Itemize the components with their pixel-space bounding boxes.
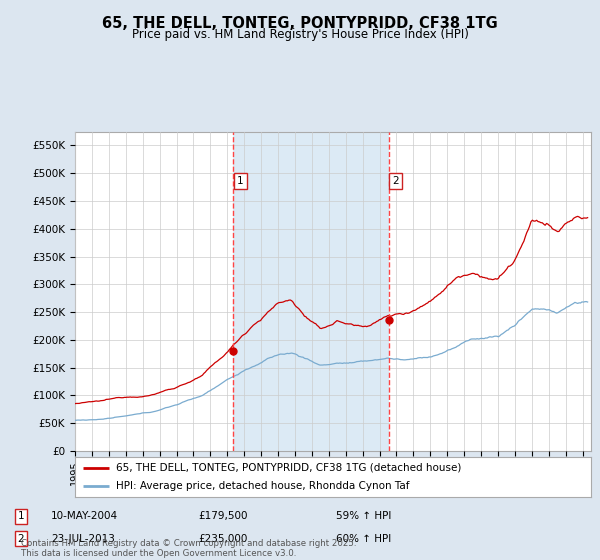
Text: Price paid vs. HM Land Registry's House Price Index (HPI): Price paid vs. HM Land Registry's House … [131, 28, 469, 41]
Text: 10-MAY-2004: 10-MAY-2004 [51, 511, 118, 521]
Text: HPI: Average price, detached house, Rhondda Cynon Taf: HPI: Average price, detached house, Rhon… [116, 482, 410, 491]
Text: 1: 1 [237, 176, 244, 186]
Text: 65, THE DELL, TONTEG, PONTYPRIDD, CF38 1TG (detached house): 65, THE DELL, TONTEG, PONTYPRIDD, CF38 1… [116, 463, 461, 473]
Text: Contains HM Land Registry data © Crown copyright and database right 2025.
This d: Contains HM Land Registry data © Crown c… [21, 539, 356, 558]
Text: 2: 2 [392, 176, 399, 186]
Bar [233, 132, 389, 451]
Text: 59% ↑ HPI: 59% ↑ HPI [336, 511, 391, 521]
Text: 23-JUL-2013: 23-JUL-2013 [51, 534, 115, 544]
Text: 1: 1 [17, 511, 25, 521]
Text: 65, THE DELL, TONTEG, PONTYPRIDD, CF38 1TG: 65, THE DELL, TONTEG, PONTYPRIDD, CF38 1… [102, 16, 498, 31]
Text: 2: 2 [17, 534, 25, 544]
Text: 60% ↑ HPI: 60% ↑ HPI [336, 534, 391, 544]
Text: £179,500: £179,500 [198, 511, 248, 521]
Text: £235,000: £235,000 [198, 534, 247, 544]
